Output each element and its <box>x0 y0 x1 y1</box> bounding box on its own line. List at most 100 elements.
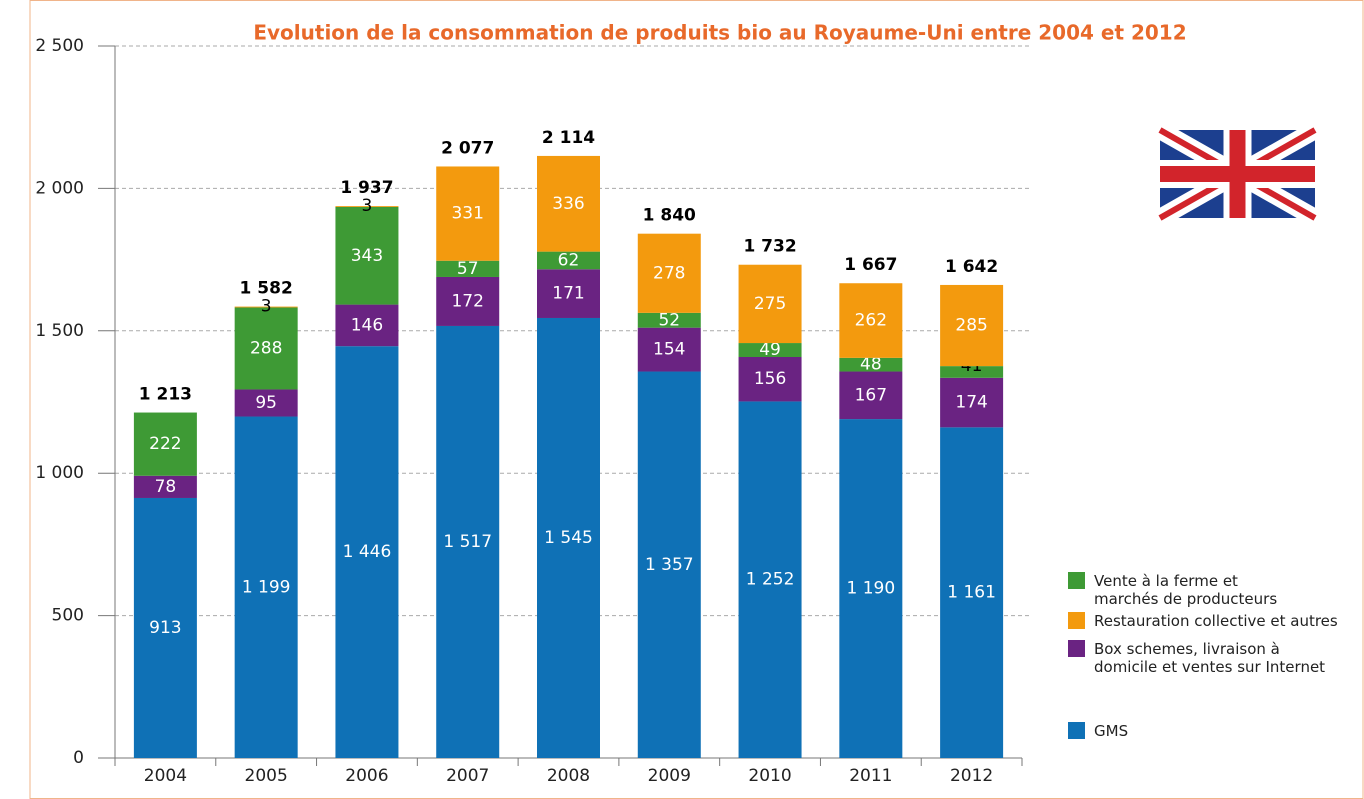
data-label: 52 <box>658 310 680 330</box>
data-label: 1 161 <box>947 583 996 603</box>
bar-segment <box>234 389 298 417</box>
bar-segment <box>436 276 500 326</box>
bar-segment <box>335 206 399 207</box>
bar-segment <box>234 306 298 308</box>
total-label: 2 077 <box>441 138 494 158</box>
legend-item: GMS <box>1068 722 1364 740</box>
data-label: 222 <box>149 434 181 454</box>
bar-segment <box>537 155 600 252</box>
y-tick-label: 500 <box>52 606 84 626</box>
bar-segment <box>537 251 600 270</box>
data-label: 167 <box>855 385 887 405</box>
bar-segment <box>436 260 500 277</box>
data-label: 171 <box>552 284 584 304</box>
bar-segment <box>940 427 1004 758</box>
data-label: 95 <box>255 393 277 413</box>
data-label: 57 <box>457 259 479 279</box>
data-label: 1 357 <box>645 555 694 575</box>
x-tick-label: 2011 <box>849 766 892 786</box>
data-label: 49 <box>759 340 781 360</box>
y-tick-label: 2 500 <box>35 36 84 56</box>
data-label: 174 <box>955 393 987 413</box>
bar-segment <box>335 206 399 305</box>
bar-segment <box>637 312 701 328</box>
y-tick-label: 2 000 <box>35 178 84 198</box>
bar-segment <box>436 166 500 261</box>
data-label: 1 190 <box>846 579 895 599</box>
data-label: 262 <box>855 311 887 331</box>
total-label: 1 582 <box>240 279 293 299</box>
legend-label: Vente à la ferme et marchés de producteu… <box>1094 572 1278 608</box>
data-label: 1 545 <box>544 528 593 548</box>
bar-segment <box>537 317 600 758</box>
x-tick-label: 2010 <box>748 766 791 786</box>
data-label: 1 252 <box>746 570 795 590</box>
data-label: 1 199 <box>242 577 291 597</box>
bar-segment <box>839 371 903 420</box>
data-label: 154 <box>653 340 685 360</box>
x-tick-label: 2006 <box>345 766 388 786</box>
bar-segment <box>940 377 1004 428</box>
bar-segment <box>436 325 500 758</box>
total-label: 1 732 <box>743 237 796 257</box>
legend-swatch <box>1068 612 1085 629</box>
legend-swatch <box>1068 722 1085 739</box>
bar-segment <box>940 366 1004 378</box>
total-label: 1 937 <box>340 178 393 198</box>
legend-item: Box schemes, livraison à domicile et ven… <box>1068 640 1364 676</box>
data-label: 78 <box>155 477 177 497</box>
bar-segment <box>537 269 600 318</box>
bar-segment <box>839 283 903 358</box>
data-label: 331 <box>451 204 483 224</box>
data-label: 62 <box>558 250 580 270</box>
data-label: 48 <box>860 355 882 375</box>
data-label: 288 <box>250 338 282 358</box>
bar-segment <box>133 412 197 476</box>
total-label: 1 642 <box>945 257 998 277</box>
bar-segment <box>839 419 903 758</box>
chart-title: Evolution de la consommation de produits… <box>253 21 1186 45</box>
data-label: 156 <box>754 369 786 389</box>
total-label: 2 114 <box>542 128 595 148</box>
x-tick-label: 2007 <box>446 766 489 786</box>
data-label: 343 <box>351 246 383 266</box>
bar-segment <box>133 497 197 758</box>
data-label: 3 <box>362 196 373 216</box>
x-tick-label: 2012 <box>950 766 993 786</box>
legend-label: GMS <box>1094 722 1129 740</box>
flag <box>1155 122 1320 226</box>
data-label: 172 <box>451 291 483 311</box>
total-label: 1 840 <box>643 206 696 226</box>
legend-item: Vente à la ferme et marchés de producteu… <box>1068 572 1364 608</box>
x-tick-label: 2005 <box>245 766 288 786</box>
bar-segment <box>637 327 701 372</box>
legend-item: Restauration collective et autres <box>1068 612 1364 630</box>
data-label: 285 <box>955 316 987 336</box>
data-label: 1 446 <box>343 542 392 562</box>
data-label: 913 <box>149 618 181 638</box>
y-tick-label: 1 500 <box>35 321 84 341</box>
data-label: 146 <box>351 315 383 335</box>
data-label: 278 <box>653 263 685 283</box>
bar-segment <box>738 343 802 358</box>
x-tick-label: 2008 <box>547 766 590 786</box>
bar-segment <box>335 346 399 758</box>
bar-segment <box>234 416 298 758</box>
x-tick-label: 2009 <box>648 766 691 786</box>
y-tick-label: 1 000 <box>35 463 84 483</box>
x-tick-label: 2004 <box>144 766 187 786</box>
bar-segment <box>738 357 802 402</box>
bar-segment <box>738 401 802 758</box>
bar-segment <box>940 284 1004 367</box>
data-label: 3 <box>261 297 272 317</box>
total-label: 1 667 <box>844 255 897 275</box>
bar-segment <box>133 475 197 498</box>
legend-label: Box schemes, livraison à domicile et ven… <box>1094 640 1326 676</box>
bar-segment <box>637 371 701 758</box>
legend-swatch <box>1068 640 1085 657</box>
data-label: 275 <box>754 294 786 314</box>
legend-label: Restauration collective et autres <box>1094 612 1338 630</box>
data-label: 1 517 <box>443 532 492 552</box>
bar-segment <box>335 304 399 347</box>
